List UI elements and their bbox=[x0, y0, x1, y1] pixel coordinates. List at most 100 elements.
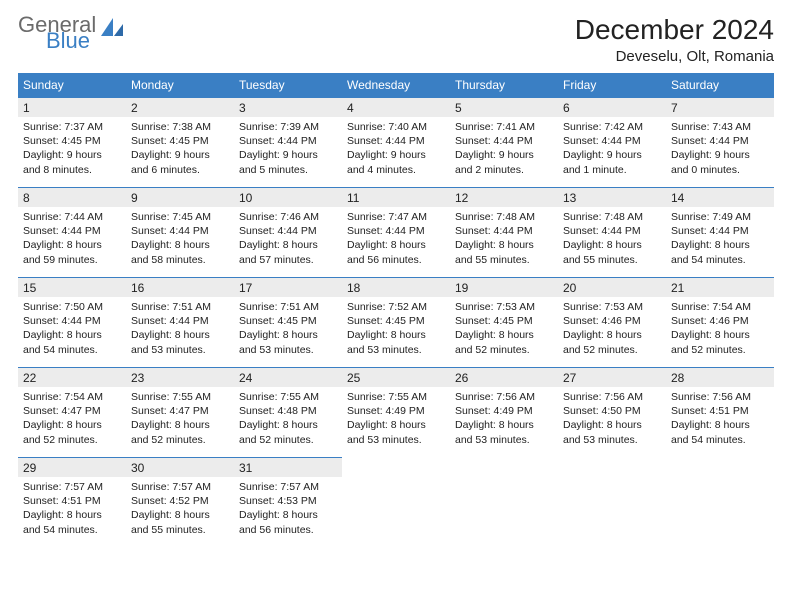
day-content: Sunrise: 7:43 AMSunset: 4:44 PMDaylight:… bbox=[666, 117, 774, 180]
calendar-day: 24Sunrise: 7:55 AMSunset: 4:48 PMDayligh… bbox=[234, 367, 342, 457]
day-number: 31 bbox=[234, 457, 342, 477]
day-number: 29 bbox=[18, 457, 126, 477]
day-number: 14 bbox=[666, 187, 774, 207]
day-content: Sunrise: 7:55 AMSunset: 4:47 PMDaylight:… bbox=[126, 387, 234, 450]
day-number: 17 bbox=[234, 277, 342, 297]
day-content: Sunrise: 7:45 AMSunset: 4:44 PMDaylight:… bbox=[126, 207, 234, 270]
day-number: 1 bbox=[18, 97, 126, 117]
calendar-day: 26Sunrise: 7:56 AMSunset: 4:49 PMDayligh… bbox=[450, 367, 558, 457]
day-content: Sunrise: 7:42 AMSunset: 4:44 PMDaylight:… bbox=[558, 117, 666, 180]
day-content: Sunrise: 7:50 AMSunset: 4:44 PMDaylight:… bbox=[18, 297, 126, 360]
calendar-day: 3Sunrise: 7:39 AMSunset: 4:44 PMDaylight… bbox=[234, 97, 342, 187]
calendar-day: 12Sunrise: 7:48 AMSunset: 4:44 PMDayligh… bbox=[450, 187, 558, 277]
title-block: December 2024 Deveselu, Olt, Romania bbox=[575, 14, 774, 65]
day-number: 5 bbox=[450, 97, 558, 117]
day-content: Sunrise: 7:53 AMSunset: 4:46 PMDaylight:… bbox=[558, 297, 666, 360]
calendar-day: 31Sunrise: 7:57 AMSunset: 4:53 PMDayligh… bbox=[234, 457, 342, 547]
day-header: Tuesday bbox=[234, 73, 342, 97]
calendar-day: 27Sunrise: 7:56 AMSunset: 4:50 PMDayligh… bbox=[558, 367, 666, 457]
day-content: Sunrise: 7:53 AMSunset: 4:45 PMDaylight:… bbox=[450, 297, 558, 360]
calendar-day: 20Sunrise: 7:53 AMSunset: 4:46 PMDayligh… bbox=[558, 277, 666, 367]
day-number: 11 bbox=[342, 187, 450, 207]
calendar-page: General Blue December 2024 Deveselu, Olt… bbox=[0, 0, 792, 557]
day-content: Sunrise: 7:52 AMSunset: 4:45 PMDaylight:… bbox=[342, 297, 450, 360]
logo: General Blue bbox=[18, 14, 125, 52]
day-number: 2 bbox=[126, 97, 234, 117]
day-number: 7 bbox=[666, 97, 774, 117]
day-number: 19 bbox=[450, 277, 558, 297]
location: Deveselu, Olt, Romania bbox=[575, 48, 774, 65]
day-content: Sunrise: 7:48 AMSunset: 4:44 PMDaylight:… bbox=[558, 207, 666, 270]
day-number: 8 bbox=[18, 187, 126, 207]
calendar-table: Sunday Monday Tuesday Wednesday Thursday… bbox=[18, 73, 774, 547]
calendar-day: 5Sunrise: 7:41 AMSunset: 4:44 PMDaylight… bbox=[450, 97, 558, 187]
day-content: Sunrise: 7:55 AMSunset: 4:49 PMDaylight:… bbox=[342, 387, 450, 450]
day-number: 15 bbox=[18, 277, 126, 297]
calendar-day: 17Sunrise: 7:51 AMSunset: 4:45 PMDayligh… bbox=[234, 277, 342, 367]
calendar-body: 1Sunrise: 7:37 AMSunset: 4:45 PMDaylight… bbox=[18, 97, 774, 547]
day-number: 10 bbox=[234, 187, 342, 207]
day-content: Sunrise: 7:57 AMSunset: 4:53 PMDaylight:… bbox=[234, 477, 342, 540]
day-content: Sunrise: 7:51 AMSunset: 4:44 PMDaylight:… bbox=[126, 297, 234, 360]
calendar-week: 29Sunrise: 7:57 AMSunset: 4:51 PMDayligh… bbox=[18, 457, 774, 547]
day-number: 30 bbox=[126, 457, 234, 477]
day-content: Sunrise: 7:47 AMSunset: 4:44 PMDaylight:… bbox=[342, 207, 450, 270]
day-header: Sunday bbox=[18, 73, 126, 97]
day-number: 27 bbox=[558, 367, 666, 387]
day-number: 6 bbox=[558, 97, 666, 117]
calendar-day: 7Sunrise: 7:43 AMSunset: 4:44 PMDaylight… bbox=[666, 97, 774, 187]
day-number: 26 bbox=[450, 367, 558, 387]
calendar-day: 19Sunrise: 7:53 AMSunset: 4:45 PMDayligh… bbox=[450, 277, 558, 367]
day-content: Sunrise: 7:56 AMSunset: 4:49 PMDaylight:… bbox=[450, 387, 558, 450]
calendar-day: 6Sunrise: 7:42 AMSunset: 4:44 PMDaylight… bbox=[558, 97, 666, 187]
day-header-row: Sunday Monday Tuesday Wednesday Thursday… bbox=[18, 73, 774, 97]
day-number: 13 bbox=[558, 187, 666, 207]
day-number: 25 bbox=[342, 367, 450, 387]
day-header: Thursday bbox=[450, 73, 558, 97]
day-content: Sunrise: 7:55 AMSunset: 4:48 PMDaylight:… bbox=[234, 387, 342, 450]
calendar-day: 10Sunrise: 7:46 AMSunset: 4:44 PMDayligh… bbox=[234, 187, 342, 277]
day-content: Sunrise: 7:54 AMSunset: 4:46 PMDaylight:… bbox=[666, 297, 774, 360]
day-content: Sunrise: 7:37 AMSunset: 4:45 PMDaylight:… bbox=[18, 117, 126, 180]
day-header: Monday bbox=[126, 73, 234, 97]
day-content: Sunrise: 7:41 AMSunset: 4:44 PMDaylight:… bbox=[450, 117, 558, 180]
calendar-day: 8Sunrise: 7:44 AMSunset: 4:44 PMDaylight… bbox=[18, 187, 126, 277]
calendar-day: 4Sunrise: 7:40 AMSunset: 4:44 PMDaylight… bbox=[342, 97, 450, 187]
day-content: Sunrise: 7:51 AMSunset: 4:45 PMDaylight:… bbox=[234, 297, 342, 360]
day-content: Sunrise: 7:57 AMSunset: 4:51 PMDaylight:… bbox=[18, 477, 126, 540]
day-content: Sunrise: 7:40 AMSunset: 4:44 PMDaylight:… bbox=[342, 117, 450, 180]
day-number: 12 bbox=[450, 187, 558, 207]
day-number: 16 bbox=[126, 277, 234, 297]
calendar-day: 18Sunrise: 7:52 AMSunset: 4:45 PMDayligh… bbox=[342, 277, 450, 367]
logo-sail-icon bbox=[99, 16, 125, 41]
calendar-day: 15Sunrise: 7:50 AMSunset: 4:44 PMDayligh… bbox=[18, 277, 126, 367]
day-content: Sunrise: 7:46 AMSunset: 4:44 PMDaylight:… bbox=[234, 207, 342, 270]
calendar-day: 21Sunrise: 7:54 AMSunset: 4:46 PMDayligh… bbox=[666, 277, 774, 367]
calendar-day: 29Sunrise: 7:57 AMSunset: 4:51 PMDayligh… bbox=[18, 457, 126, 547]
day-header: Saturday bbox=[666, 73, 774, 97]
calendar-day bbox=[666, 457, 774, 547]
day-content: Sunrise: 7:57 AMSunset: 4:52 PMDaylight:… bbox=[126, 477, 234, 540]
calendar-day: 9Sunrise: 7:45 AMSunset: 4:44 PMDaylight… bbox=[126, 187, 234, 277]
calendar-day: 30Sunrise: 7:57 AMSunset: 4:52 PMDayligh… bbox=[126, 457, 234, 547]
day-number: 22 bbox=[18, 367, 126, 387]
day-number: 9 bbox=[126, 187, 234, 207]
calendar-week: 15Sunrise: 7:50 AMSunset: 4:44 PMDayligh… bbox=[18, 277, 774, 367]
day-header: Wednesday bbox=[342, 73, 450, 97]
day-content: Sunrise: 7:38 AMSunset: 4:45 PMDaylight:… bbox=[126, 117, 234, 180]
day-content: Sunrise: 7:54 AMSunset: 4:47 PMDaylight:… bbox=[18, 387, 126, 450]
calendar-day: 25Sunrise: 7:55 AMSunset: 4:49 PMDayligh… bbox=[342, 367, 450, 457]
day-number: 4 bbox=[342, 97, 450, 117]
calendar-day: 23Sunrise: 7:55 AMSunset: 4:47 PMDayligh… bbox=[126, 367, 234, 457]
calendar-day: 14Sunrise: 7:49 AMSunset: 4:44 PMDayligh… bbox=[666, 187, 774, 277]
day-number: 28 bbox=[666, 367, 774, 387]
day-number: 20 bbox=[558, 277, 666, 297]
day-number: 18 bbox=[342, 277, 450, 297]
page-header: General Blue December 2024 Deveselu, Olt… bbox=[18, 14, 774, 65]
logo-text: General Blue bbox=[18, 14, 96, 52]
calendar-week: 1Sunrise: 7:37 AMSunset: 4:45 PMDaylight… bbox=[18, 97, 774, 187]
day-content: Sunrise: 7:48 AMSunset: 4:44 PMDaylight:… bbox=[450, 207, 558, 270]
calendar-week: 8Sunrise: 7:44 AMSunset: 4:44 PMDaylight… bbox=[18, 187, 774, 277]
calendar-day: 16Sunrise: 7:51 AMSunset: 4:44 PMDayligh… bbox=[126, 277, 234, 367]
calendar-day: 1Sunrise: 7:37 AMSunset: 4:45 PMDaylight… bbox=[18, 97, 126, 187]
